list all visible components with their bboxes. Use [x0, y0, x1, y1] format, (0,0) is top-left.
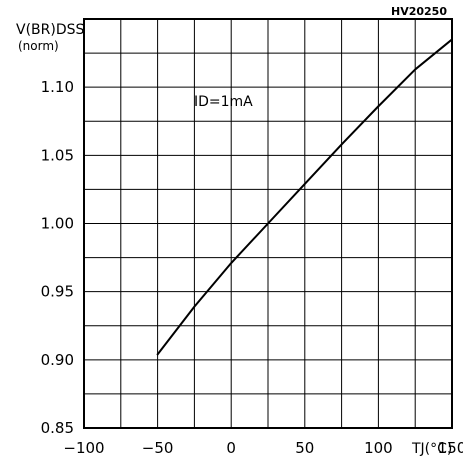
x-tick-label: −100 [63, 439, 104, 457]
condition-annotation: ID=1mA [194, 94, 253, 110]
x-axis-title: TJ(°C) [411, 441, 452, 457]
y-tick-label: 0.95 [41, 283, 74, 301]
series-line-0 [156, 38, 453, 356]
x-tick-label: 0 [226, 439, 236, 457]
plot-frame [83, 18, 453, 429]
labels-group: HV20250 V(BR)DSS (norm) TJ(°C) ID=1mA [16, 5, 452, 457]
y-axis-title: V(BR)DSS [16, 22, 85, 38]
y-tick-label: 0.90 [41, 351, 74, 369]
y-tick-label: 0.85 [41, 419, 74, 437]
x-tick-label: 100 [364, 439, 393, 457]
y-tick-label: 1.05 [41, 146, 74, 164]
figure-code-label: HV20250 [391, 5, 447, 18]
y-tick-label: 1.10 [41, 78, 74, 96]
y-axis-unit: (norm) [18, 39, 59, 53]
x-tick-label: −50 [142, 439, 174, 457]
x-tick-label: 150 [438, 439, 463, 457]
series-group [156, 38, 453, 356]
plot-border [83, 18, 453, 429]
tick-labels-group: −100 −50 0 50 100 150 0.85 0.90 0.95 1.00 1.05 1.10 [41, 78, 463, 457]
x-tick-label: 50 [295, 439, 314, 457]
y-tick-label: 1.00 [41, 215, 74, 233]
